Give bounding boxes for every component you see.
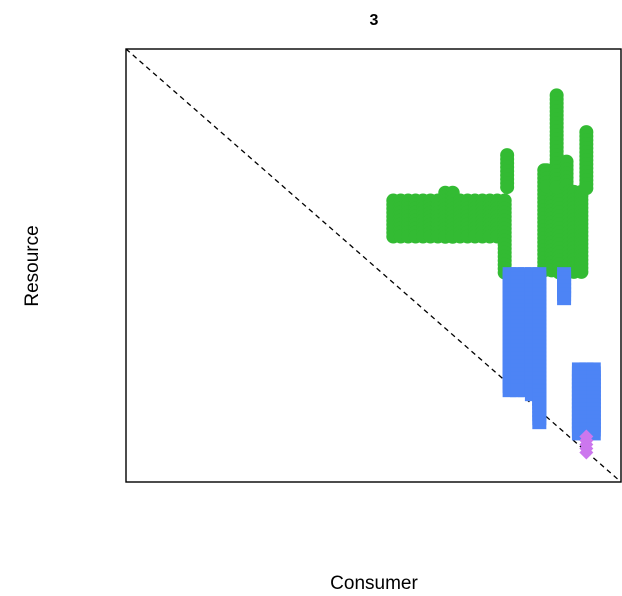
circle-data-point (574, 264, 589, 279)
data-points-layer (386, 88, 601, 460)
x-axis-label: Consumer (330, 573, 418, 594)
square-data-point (532, 415, 547, 430)
circle-data-point (500, 180, 515, 195)
square-data-point (557, 291, 572, 306)
chart-title: 3 (370, 12, 379, 29)
plot-frame (125, 48, 622, 483)
diagonal-reference-line (125, 48, 622, 483)
diamond-data-point (579, 445, 594, 460)
circle-data-point (579, 181, 594, 196)
square-data-point (532, 396, 547, 411)
y-axis-label: Resource (22, 225, 43, 306)
